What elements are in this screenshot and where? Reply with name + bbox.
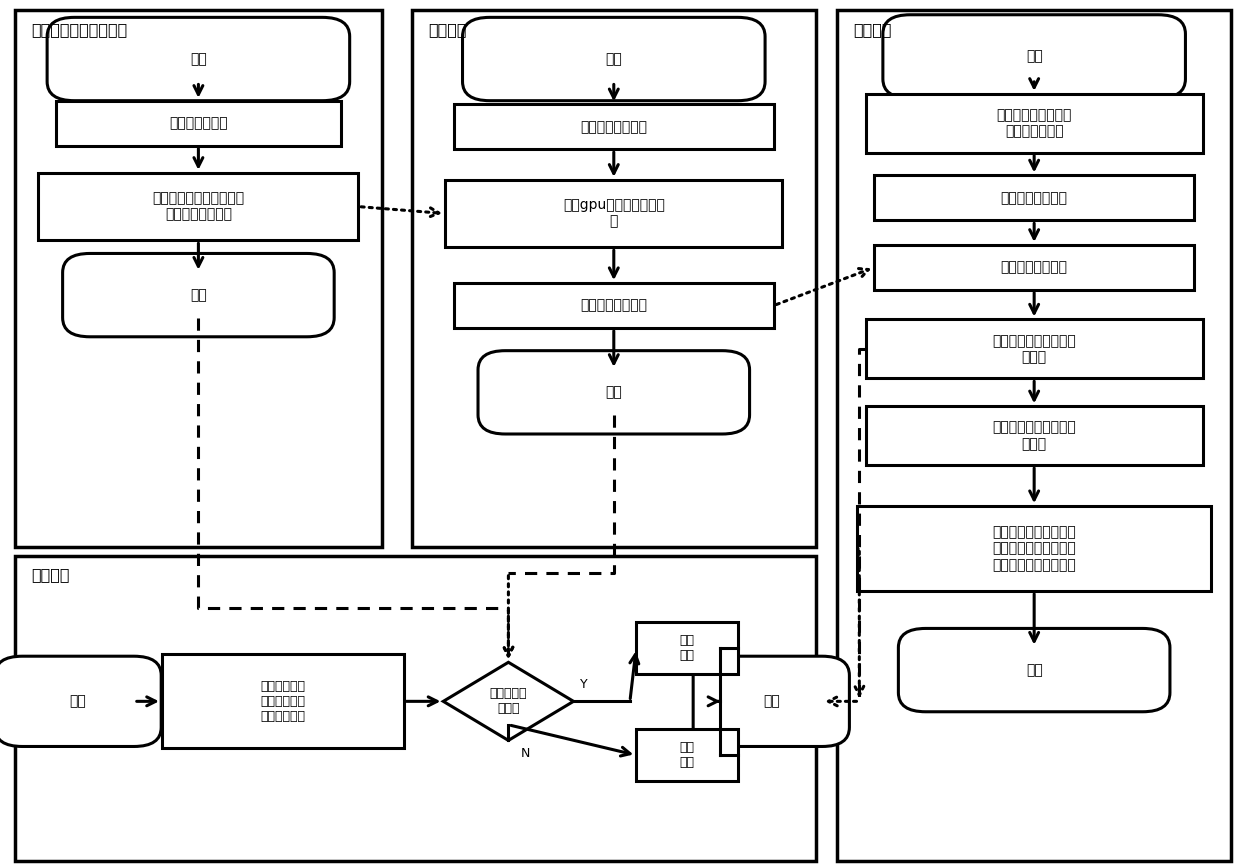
Text: 构建预测神经网络: 构建预测神经网络 xyxy=(1001,191,1068,205)
FancyBboxPatch shape xyxy=(636,729,738,781)
Text: 不是
同一: 不是 同一 xyxy=(680,741,694,769)
FancyBboxPatch shape xyxy=(47,17,350,101)
FancyBboxPatch shape xyxy=(883,15,1185,98)
FancyBboxPatch shape xyxy=(866,406,1203,465)
Text: 比对阶段: 比对阶段 xyxy=(31,567,69,582)
Text: N: N xyxy=(521,747,531,760)
Text: 保存网络参数模型: 保存网络参数模型 xyxy=(580,299,647,312)
FancyBboxPatch shape xyxy=(874,245,1194,290)
FancyBboxPatch shape xyxy=(477,351,749,434)
Text: 开始: 开始 xyxy=(605,52,622,66)
FancyBboxPatch shape xyxy=(15,556,816,861)
FancyBboxPatch shape xyxy=(161,654,404,748)
Text: Y: Y xyxy=(579,678,588,691)
Text: 使用gpu加速开始训练网
络: 使用gpu加速开始训练网 络 xyxy=(563,199,665,228)
FancyBboxPatch shape xyxy=(454,104,774,149)
FancyBboxPatch shape xyxy=(898,628,1169,712)
Polygon shape xyxy=(444,662,573,740)
FancyBboxPatch shape xyxy=(866,319,1203,378)
FancyBboxPatch shape xyxy=(693,656,849,746)
Text: 开始: 开始 xyxy=(69,694,87,708)
Text: 结束: 结束 xyxy=(605,385,622,399)
Text: 对训练集的得到特征向
量抽样计算距离，选择
最优阈值作为判定标准: 对训练集的得到特征向 量抽样计算距离，选择 最优阈值作为判定标准 xyxy=(992,525,1076,572)
FancyBboxPatch shape xyxy=(636,622,738,674)
Text: 调整训练集，并对训练集
进行标准化预处理: 调整训练集，并对训练集 进行标准化预处理 xyxy=(153,192,244,221)
Text: 距离小于最
优阈值: 距离小于最 优阈值 xyxy=(490,687,527,715)
FancyBboxPatch shape xyxy=(858,506,1210,591)
FancyBboxPatch shape xyxy=(56,101,341,146)
FancyBboxPatch shape xyxy=(0,656,161,746)
Text: 收集人脸训练集: 收集人脸训练集 xyxy=(169,116,228,130)
Text: 结束: 结束 xyxy=(763,694,780,708)
Text: 数据收集与预处理阶段: 数据收集与预处理阶段 xyxy=(31,22,128,36)
Text: 训练集投入网路得到特
征向量: 训练集投入网路得到特 征向量 xyxy=(992,421,1076,450)
Text: 训练阶段: 训练阶段 xyxy=(428,22,466,36)
FancyBboxPatch shape xyxy=(63,253,334,337)
Text: 结束: 结束 xyxy=(190,288,207,302)
FancyBboxPatch shape xyxy=(837,10,1231,861)
FancyBboxPatch shape xyxy=(412,10,816,547)
Text: 加载网络参数模型: 加载网络参数模型 xyxy=(1001,260,1068,274)
FancyBboxPatch shape xyxy=(38,173,358,240)
FancyBboxPatch shape xyxy=(15,10,382,547)
Text: 构建训练神经网络: 构建训练神经网络 xyxy=(580,120,647,134)
FancyBboxPatch shape xyxy=(445,180,782,247)
FancyBboxPatch shape xyxy=(866,94,1203,153)
Text: 测试集投入网路得到特
征向量: 测试集投入网路得到特 征向量 xyxy=(992,334,1076,364)
Text: 预测阶段: 预测阶段 xyxy=(853,22,892,36)
FancyBboxPatch shape xyxy=(463,17,765,101)
FancyBboxPatch shape xyxy=(454,283,774,328)
Text: 是同
一人: 是同 一人 xyxy=(680,635,694,662)
Text: 开始: 开始 xyxy=(1025,49,1043,63)
Text: 计算待比对图
片对应特征向
量的欧式距离: 计算待比对图 片对应特征向 量的欧式距离 xyxy=(260,680,305,723)
Text: 结束: 结束 xyxy=(1025,663,1043,677)
Text: 待识别人脸图片测试
集标准化预处理: 待识别人脸图片测试 集标准化预处理 xyxy=(997,108,1071,138)
FancyBboxPatch shape xyxy=(874,175,1194,220)
Text: 开始: 开始 xyxy=(190,52,207,66)
